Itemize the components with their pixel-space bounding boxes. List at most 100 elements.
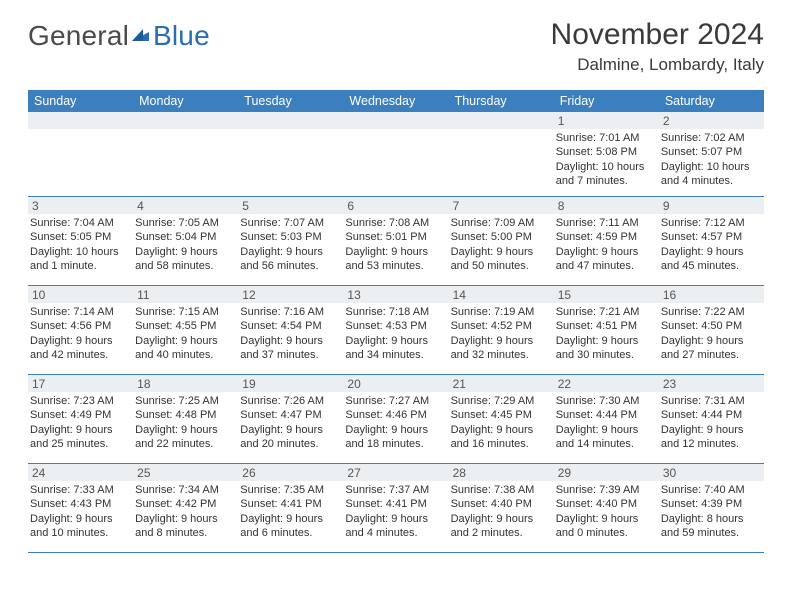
daylight-line: Daylight: 9 hours and 58 minutes. [135, 245, 234, 273]
day-number: 6 [343, 197, 448, 214]
sunset-line: Sunset: 4:48 PM [135, 408, 234, 422]
day-number: 2 [659, 112, 764, 129]
day-number: 9 [659, 197, 764, 214]
sunrise-line: Sunrise: 7:26 AM [240, 394, 339, 408]
calendar-day-cell: 30Sunrise: 7:40 AMSunset: 4:39 PMDayligh… [659, 464, 764, 552]
daylight-line: Daylight: 9 hours and 4 minutes. [345, 512, 444, 540]
day-number: 22 [554, 375, 659, 392]
day-number: 19 [238, 375, 343, 392]
day-number: 1 [554, 112, 659, 129]
sunset-line: Sunset: 4:51 PM [556, 319, 655, 333]
calendar-header-cell: Saturday [659, 90, 764, 112]
sunset-line: Sunset: 4:59 PM [556, 230, 655, 244]
sunset-line: Sunset: 5:08 PM [556, 145, 655, 159]
sunrise-line: Sunrise: 7:25 AM [135, 394, 234, 408]
daylight-line: Daylight: 9 hours and 25 minutes. [30, 423, 129, 451]
logo-mark-icon [131, 26, 151, 51]
day-number: 13 [343, 286, 448, 303]
day-number: 8 [554, 197, 659, 214]
day-details: Sunrise: 7:21 AMSunset: 4:51 PMDaylight:… [554, 303, 659, 363]
sunrise-line: Sunrise: 7:22 AM [661, 305, 760, 319]
daylight-line: Daylight: 9 hours and 6 minutes. [240, 512, 339, 540]
calendar-week-row: 24Sunrise: 7:33 AMSunset: 4:43 PMDayligh… [28, 464, 764, 553]
day-details: Sunrise: 7:38 AMSunset: 4:40 PMDaylight:… [449, 481, 554, 541]
calendar-day-cell [28, 112, 133, 196]
day-details: Sunrise: 7:14 AMSunset: 4:56 PMDaylight:… [28, 303, 133, 363]
day-details: Sunrise: 7:19 AMSunset: 4:52 PMDaylight:… [449, 303, 554, 363]
sunrise-line: Sunrise: 7:04 AM [30, 216, 129, 230]
calendar-week-row: 1Sunrise: 7:01 AMSunset: 5:08 PMDaylight… [28, 112, 764, 197]
day-number: 3 [28, 197, 133, 214]
calendar-day-cell: 29Sunrise: 7:39 AMSunset: 4:40 PMDayligh… [554, 464, 659, 552]
calendar-day-cell: 12Sunrise: 7:16 AMSunset: 4:54 PMDayligh… [238, 286, 343, 374]
calendar-day-cell: 19Sunrise: 7:26 AMSunset: 4:47 PMDayligh… [238, 375, 343, 463]
day-number: 30 [659, 464, 764, 481]
day-details: Sunrise: 7:07 AMSunset: 5:03 PMDaylight:… [238, 214, 343, 274]
calendar-day-cell: 21Sunrise: 7:29 AMSunset: 4:45 PMDayligh… [449, 375, 554, 463]
daylight-line: Daylight: 9 hours and 18 minutes. [345, 423, 444, 451]
day-number: 27 [343, 464, 448, 481]
sunrise-line: Sunrise: 7:07 AM [240, 216, 339, 230]
sunset-line: Sunset: 5:01 PM [345, 230, 444, 244]
sunrise-line: Sunrise: 7:31 AM [661, 394, 760, 408]
calendar-day-cell: 25Sunrise: 7:34 AMSunset: 4:42 PMDayligh… [133, 464, 238, 552]
sunrise-line: Sunrise: 7:23 AM [30, 394, 129, 408]
sunrise-line: Sunrise: 7:37 AM [345, 483, 444, 497]
calendar-day-cell: 6Sunrise: 7:08 AMSunset: 5:01 PMDaylight… [343, 197, 448, 285]
day-number: 26 [238, 464, 343, 481]
sunrise-line: Sunrise: 7:15 AM [135, 305, 234, 319]
sunset-line: Sunset: 4:49 PM [30, 408, 129, 422]
sunrise-line: Sunrise: 7:18 AM [345, 305, 444, 319]
sunset-line: Sunset: 4:39 PM [661, 497, 760, 511]
daylight-line: Daylight: 9 hours and 27 minutes. [661, 334, 760, 362]
daylight-line: Daylight: 8 hours and 59 minutes. [661, 512, 760, 540]
daylight-line: Daylight: 9 hours and 0 minutes. [556, 512, 655, 540]
daylight-line: Daylight: 10 hours and 7 minutes. [556, 160, 655, 188]
sunset-line: Sunset: 4:40 PM [451, 497, 550, 511]
calendar-day-cell: 13Sunrise: 7:18 AMSunset: 4:53 PMDayligh… [343, 286, 448, 374]
daylight-line: Daylight: 9 hours and 2 minutes. [451, 512, 550, 540]
daylight-line: Daylight: 9 hours and 30 minutes. [556, 334, 655, 362]
sunrise-line: Sunrise: 7:05 AM [135, 216, 234, 230]
sunrise-line: Sunrise: 7:01 AM [556, 131, 655, 145]
day-number: 18 [133, 375, 238, 392]
day-number: 12 [238, 286, 343, 303]
day-number: 11 [133, 286, 238, 303]
calendar-day-cell: 5Sunrise: 7:07 AMSunset: 5:03 PMDaylight… [238, 197, 343, 285]
calendar-day-cell: 15Sunrise: 7:21 AMSunset: 4:51 PMDayligh… [554, 286, 659, 374]
sunset-line: Sunset: 4:42 PM [135, 497, 234, 511]
day-details: Sunrise: 7:39 AMSunset: 4:40 PMDaylight:… [554, 481, 659, 541]
calendar-header-cell: Monday [133, 90, 238, 112]
sunset-line: Sunset: 4:46 PM [345, 408, 444, 422]
day-details: Sunrise: 7:31 AMSunset: 4:44 PMDaylight:… [659, 392, 764, 452]
sunset-line: Sunset: 4:41 PM [345, 497, 444, 511]
daylight-line: Daylight: 9 hours and 20 minutes. [240, 423, 339, 451]
sunset-line: Sunset: 5:07 PM [661, 145, 760, 159]
calendar-day-cell: 7Sunrise: 7:09 AMSunset: 5:00 PMDaylight… [449, 197, 554, 285]
day-number: 20 [343, 375, 448, 392]
day-details: Sunrise: 7:12 AMSunset: 4:57 PMDaylight:… [659, 214, 764, 274]
calendar-header-cell: Wednesday [343, 90, 448, 112]
day-number-empty [343, 112, 448, 129]
calendar-week-row: 3Sunrise: 7:04 AMSunset: 5:05 PMDaylight… [28, 197, 764, 286]
location-subtitle: Dalmine, Lombardy, Italy [551, 55, 764, 75]
daylight-line: Daylight: 9 hours and 14 minutes. [556, 423, 655, 451]
daylight-line: Daylight: 9 hours and 16 minutes. [451, 423, 550, 451]
title-block: November 2024 Dalmine, Lombardy, Italy [551, 18, 764, 75]
day-details: Sunrise: 7:18 AMSunset: 4:53 PMDaylight:… [343, 303, 448, 363]
sunset-line: Sunset: 4:43 PM [30, 497, 129, 511]
sunset-line: Sunset: 5:05 PM [30, 230, 129, 244]
day-number-empty [449, 112, 554, 129]
calendar-day-cell: 2Sunrise: 7:02 AMSunset: 5:07 PMDaylight… [659, 112, 764, 196]
calendar-header-row: SundayMondayTuesdayWednesdayThursdayFrid… [28, 90, 764, 112]
day-number: 25 [133, 464, 238, 481]
sunrise-line: Sunrise: 7:35 AM [240, 483, 339, 497]
calendar-day-cell: 9Sunrise: 7:12 AMSunset: 4:57 PMDaylight… [659, 197, 764, 285]
daylight-line: Daylight: 9 hours and 12 minutes. [661, 423, 760, 451]
day-details: Sunrise: 7:01 AMSunset: 5:08 PMDaylight:… [554, 129, 659, 189]
sunset-line: Sunset: 4:54 PM [240, 319, 339, 333]
daylight-line: Daylight: 10 hours and 1 minute. [30, 245, 129, 273]
calendar-day-cell: 11Sunrise: 7:15 AMSunset: 4:55 PMDayligh… [133, 286, 238, 374]
day-number: 15 [554, 286, 659, 303]
day-details: Sunrise: 7:02 AMSunset: 5:07 PMDaylight:… [659, 129, 764, 189]
